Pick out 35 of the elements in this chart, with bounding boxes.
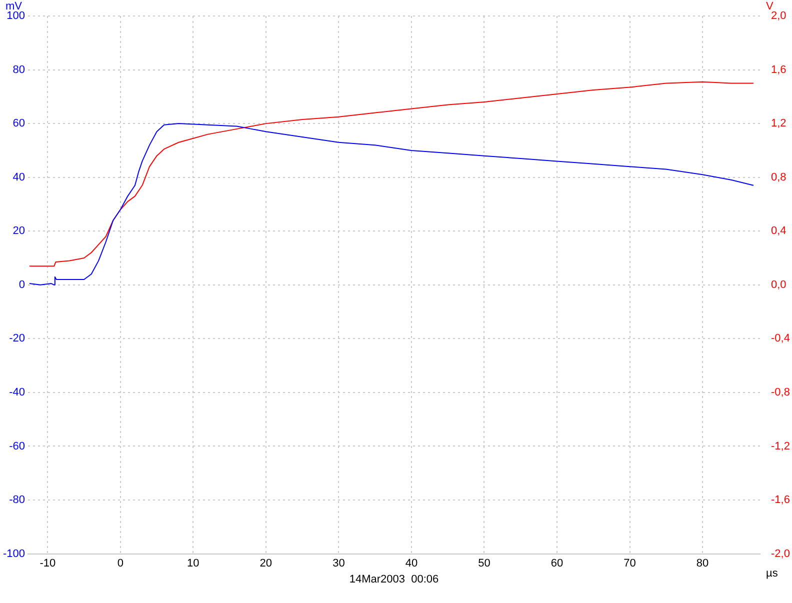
x-tick-label: 70 <box>624 557 636 570</box>
y-tick-label: -100 <box>2 548 25 560</box>
y2-tick-label: -2,0 <box>771 548 790 560</box>
text: 14Mar2003 00:06 <box>349 573 439 586</box>
y-tick-label: 80 <box>12 64 25 76</box>
y-tick-label: 60 <box>12 118 25 130</box>
y2-tick-label: 2,0 <box>771 10 786 22</box>
x-tick-label: 30 <box>332 557 345 570</box>
y-tick-label: -40 <box>9 386 25 398</box>
x-axis-title: µs <box>766 567 778 580</box>
x-tick-label: 40 <box>405 557 418 570</box>
y-tick-label: 100 <box>6 10 25 22</box>
y-tick-label: -80 <box>9 494 25 506</box>
y-tick-label: 20 <box>12 225 25 238</box>
y2-tick-label: -0,8 <box>771 386 790 398</box>
y2-tick-label: 1,6 <box>771 64 786 76</box>
x-tick-label: 80 <box>696 557 709 570</box>
x-tick-label: 50 <box>478 557 490 570</box>
y2-tick-label: 1,2 <box>771 118 786 130</box>
y-tick-label: -20 <box>9 332 25 345</box>
x-tick-label: -10 <box>40 557 56 570</box>
y2-tick-label: -1,2 <box>771 440 790 452</box>
y-tick-label: 0 <box>18 278 25 291</box>
x-tick-label: 20 <box>260 557 272 570</box>
x-tick-label: 60 <box>550 557 564 570</box>
y-tick-label: -60 <box>9 440 25 452</box>
y2-tick-label: 0,0 <box>771 278 786 291</box>
y2-axis-title: V <box>766 0 774 13</box>
y2-tick-label: 0,4 <box>771 225 786 238</box>
y-tick-label: 40 <box>12 171 25 184</box>
y2-tick-label: -0,4 <box>771 332 790 345</box>
x-tick-label: 0 <box>117 557 124 570</box>
y2-tick-label: 0,8 <box>771 171 786 184</box>
x-tick-label: 10 <box>187 557 200 570</box>
y2-tick-label: -1,6 <box>771 494 790 506</box>
